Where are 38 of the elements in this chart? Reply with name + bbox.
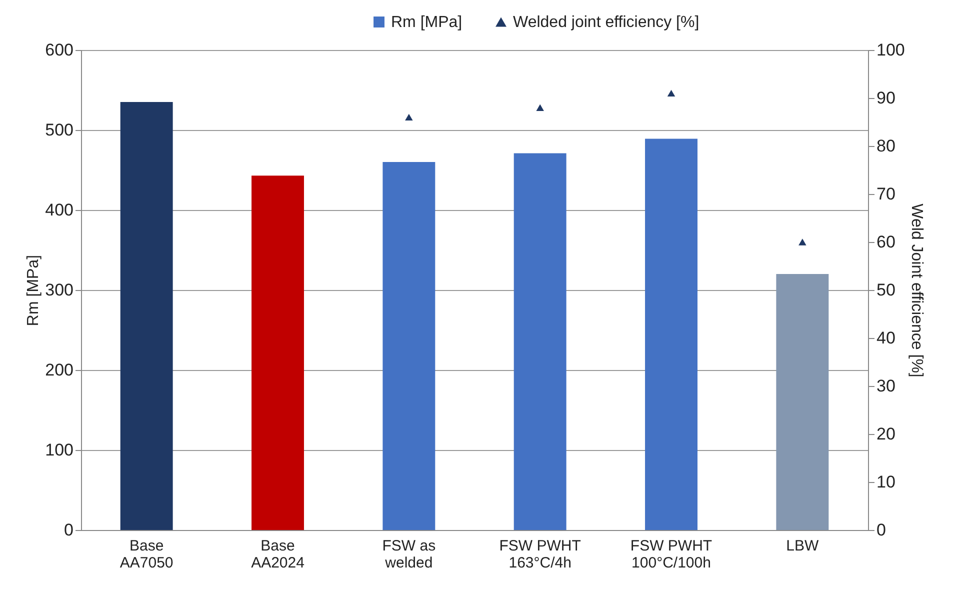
y2-tick-label: 60 — [876, 232, 896, 252]
bar — [776, 274, 829, 530]
y2-tick-label: 20 — [876, 424, 896, 444]
point — [405, 114, 413, 121]
bar — [645, 138, 698, 530]
x-tick-label: FSW PWHT 163°C/4h — [499, 538, 581, 572]
bar — [120, 102, 173, 530]
y2-axis-title: Weld Joint efficience [%] — [908, 204, 925, 378]
y2-tick-label: 100 — [876, 40, 905, 60]
y-tick-label: 0 — [64, 520, 74, 540]
y2-tick-label: 30 — [876, 376, 896, 396]
bar — [252, 176, 304, 530]
bar — [514, 153, 566, 530]
x-tick-label: LBW — [786, 538, 820, 554]
y2-tick-label: 40 — [876, 328, 896, 348]
y2-tick-label: 50 — [876, 280, 896, 300]
legend-label: Welded joint efficiency [%] — [513, 14, 700, 31]
y-tick-label: 500 — [45, 120, 74, 140]
x-tick-label: FSW as welded — [382, 538, 436, 572]
y2-tick-label: 70 — [876, 184, 896, 204]
y-axis-title: Rm [MPa] — [25, 254, 42, 326]
x-tick-label: Base AA2024 — [251, 538, 304, 572]
y-tick-label: 400 — [45, 200, 74, 220]
y-tick-label: 300 — [45, 280, 74, 300]
point — [798, 238, 806, 246]
y2-tick-label: 90 — [876, 88, 896, 108]
point — [667, 90, 676, 97]
bar — [382, 162, 436, 530]
y-tick-label: 100 — [45, 440, 74, 460]
point — [536, 104, 544, 111]
x-tick-label: FSW PWHT 100°C/100h — [630, 538, 712, 572]
x-tick-label: Base AA7050 — [120, 538, 174, 572]
legend-label: Rm [MPa] — [391, 14, 462, 31]
y2-tick-label: 10 — [876, 472, 896, 492]
y-tick-label: 600 — [45, 40, 74, 60]
y-tick-label: 200 — [45, 360, 74, 380]
y2-tick-label: 0 — [876, 520, 886, 540]
y2-tick-label: 80 — [876, 136, 896, 156]
